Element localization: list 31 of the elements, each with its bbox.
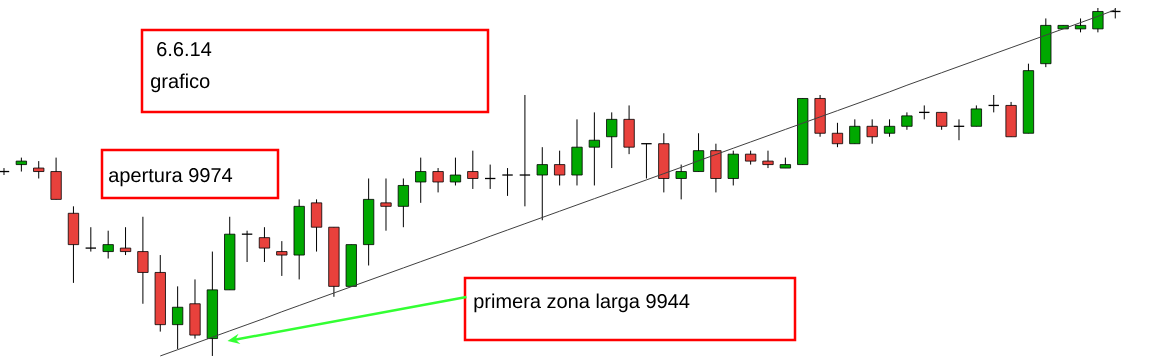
candlestick [467,150,479,190]
annotation: primera zona larga 9944 [474,293,690,313]
candlestick [172,285,184,350]
candlestick [397,178,409,228]
candlestick [866,118,878,145]
annotation: grafico [151,73,210,93]
candlestick [606,111,618,169]
candlestick [276,240,288,277]
candlestick [258,226,271,263]
candlestick [554,150,566,186]
candlestick [449,157,462,186]
candlestick [762,150,774,169]
candlestick [432,167,444,193]
candlestick [84,226,97,253]
candlestick [102,230,114,260]
candlestick [536,146,548,221]
candlestick [692,132,705,173]
candlestick [119,226,132,256]
candlestick [519,94,531,207]
candlestick [415,157,427,204]
candlestick [970,104,982,127]
candlestick [380,178,392,232]
candlestick [137,216,149,305]
candlestick [1092,7,1104,33]
candlestick [849,118,861,145]
candlestick [588,111,600,186]
annotation: apertura 9974 [109,168,233,187]
candlestick [675,164,687,200]
annotation: 6.6.14 [157,42,212,57]
candlestick [501,167,514,197]
candlestick [831,122,844,148]
